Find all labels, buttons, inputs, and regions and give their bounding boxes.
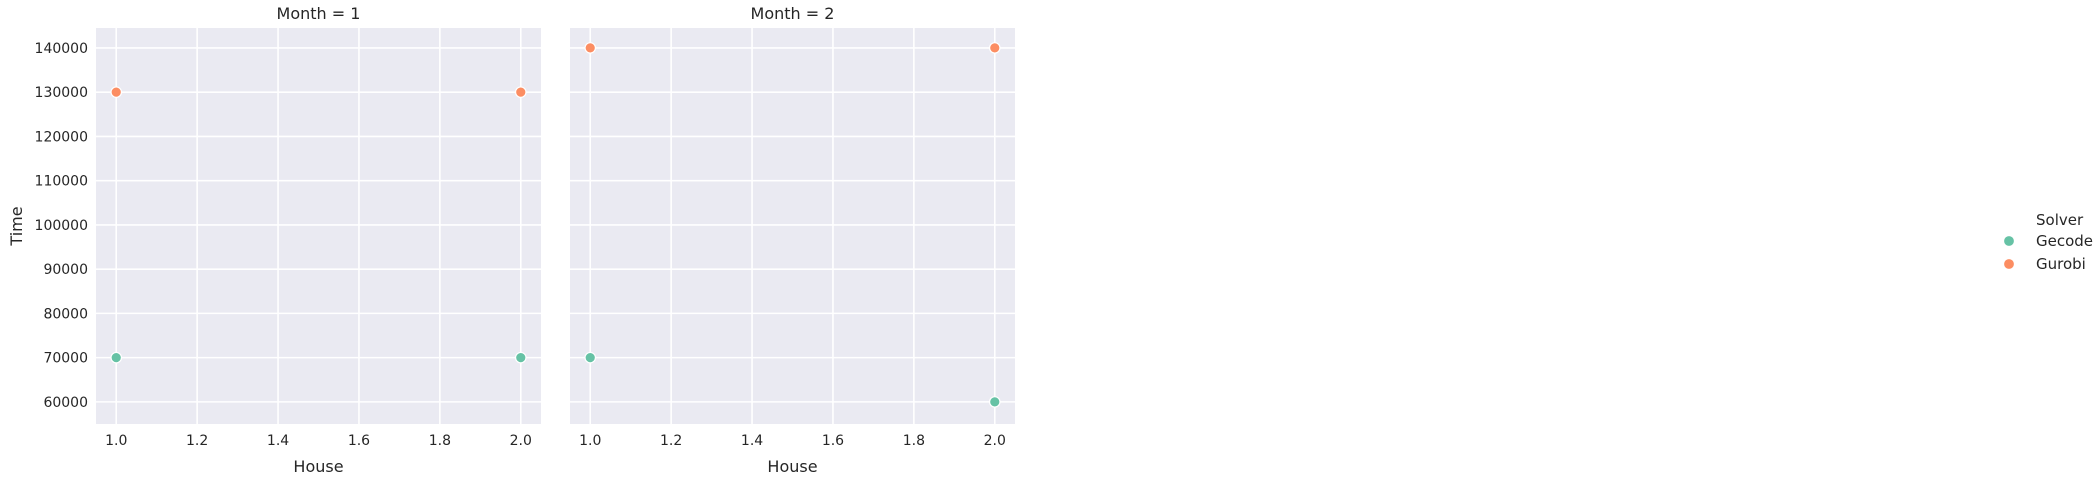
legend-title: Solver (2036, 211, 2084, 229)
x-tick-label: 1.8 (903, 433, 925, 449)
data-point-gurobi (514, 86, 527, 98)
facet-panel-1: 1.0 1.2 1.4 1.6 1.8 2.0 60000 70000 80000 90000 10… (7, 4, 541, 476)
data-point-gurobi (584, 42, 597, 54)
legend-marker-gecode (2002, 234, 2016, 248)
x-tick-label: 2.0 (510, 433, 532, 449)
x-tick-label: 1.8 (429, 433, 451, 449)
y-tick-label: 140000 (35, 41, 88, 57)
data-point-gecode (110, 351, 123, 364)
y-tick-label: 80000 (43, 306, 88, 322)
x-tick-label: 1.2 (660, 433, 682, 449)
x-tick-label: 1.6 (822, 433, 844, 449)
plot-area (96, 28, 541, 424)
data-point-gecode (514, 351, 527, 364)
x-tick-label: 1.6 (348, 433, 370, 449)
x-tick-label: 1.4 (267, 433, 289, 449)
legend-label-gecode: Gecode (2036, 232, 2093, 250)
y-tick-label: 70000 (43, 351, 88, 367)
data-point-gecode (584, 351, 597, 364)
y-tick-label: 60000 (43, 395, 88, 411)
y-tick-label: 130000 (35, 85, 88, 101)
y-tick-label: 100000 (35, 218, 88, 234)
legend: Solver Gecode Gurobi (2002, 211, 2093, 273)
x-tick-label: 2.0 (984, 433, 1006, 449)
data-point-gecode (988, 396, 1001, 408)
facet-panel-2: 1.0 1.2 1.4 1.6 1.8 2.0 House Month = 2 (570, 4, 1015, 476)
x-tick-label: 1.0 (579, 433, 601, 449)
x-tick-label: 1.2 (186, 433, 208, 449)
legend-label-gurobi: Gurobi (2036, 255, 2086, 273)
y-tick-label: 110000 (35, 174, 88, 190)
panel-title: Month = 2 (751, 4, 835, 23)
x-tick-label: 1.0 (105, 433, 127, 449)
x-axis-label: House (293, 457, 343, 476)
legend-marker-gurobi (2002, 257, 2016, 271)
x-tick-label: 1.4 (741, 433, 763, 449)
y-tick-label: 120000 (35, 129, 88, 145)
panel-title: Month = 1 (277, 4, 361, 23)
y-tick-label: 90000 (43, 262, 88, 278)
data-point-gurobi (110, 86, 123, 98)
y-axis-label: Time (7, 206, 26, 246)
plot-area (570, 28, 1015, 424)
x-axis-label: House (767, 457, 817, 476)
data-point-gurobi (988, 42, 1001, 54)
